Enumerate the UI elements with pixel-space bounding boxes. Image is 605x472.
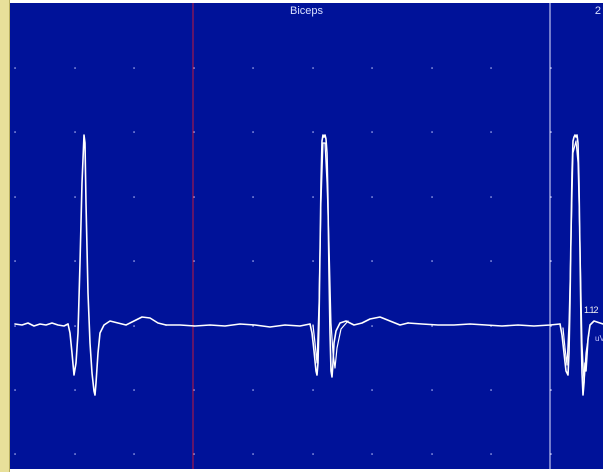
grid-dot bbox=[133, 67, 135, 69]
grid-dot bbox=[431, 325, 433, 327]
grid-dot bbox=[371, 260, 373, 262]
grid-dot bbox=[490, 453, 492, 455]
trace-title: Biceps bbox=[289, 5, 324, 17]
grid-dot bbox=[193, 260, 195, 262]
grid-dot bbox=[431, 196, 433, 198]
grid-dot bbox=[252, 325, 254, 327]
grid-dot bbox=[371, 131, 373, 133]
grid-dot bbox=[193, 389, 195, 391]
grid-dot bbox=[14, 67, 16, 69]
grid-dot bbox=[193, 453, 195, 455]
grid-dot bbox=[312, 131, 314, 133]
grid-dot bbox=[371, 325, 373, 327]
grid-dot bbox=[133, 131, 135, 133]
grid-dot bbox=[550, 260, 552, 262]
waveform-canvas bbox=[14, 3, 603, 469]
grid-dot bbox=[252, 196, 254, 198]
grid-dot bbox=[312, 196, 314, 198]
grid-dot bbox=[193, 196, 195, 198]
grid-dot bbox=[133, 453, 135, 455]
grid-dot bbox=[14, 196, 16, 198]
grid-dot bbox=[550, 453, 552, 455]
grid-dot bbox=[550, 131, 552, 133]
waveform-plot[interactable]: Biceps 2 1.12 uV bbox=[10, 3, 603, 469]
amplitude-unit: uV bbox=[595, 334, 603, 343]
grid-dot bbox=[490, 131, 492, 133]
trace-complex-3-overlay bbox=[562, 140, 590, 384]
grid-dot bbox=[74, 389, 76, 391]
grid-dot bbox=[133, 325, 135, 327]
grid-dot bbox=[371, 196, 373, 198]
grid-dot bbox=[312, 67, 314, 69]
grid-dot bbox=[74, 196, 76, 198]
grid-dot bbox=[312, 389, 314, 391]
grid-dot bbox=[550, 67, 552, 69]
grid-dot bbox=[252, 131, 254, 133]
grid-dot bbox=[431, 453, 433, 455]
grid-dot bbox=[371, 67, 373, 69]
grid-dot bbox=[550, 196, 552, 198]
grid-dot bbox=[490, 196, 492, 198]
grid-dot bbox=[193, 67, 195, 69]
grid-dot bbox=[371, 389, 373, 391]
grid-dot bbox=[14, 389, 16, 391]
grid-dot bbox=[371, 453, 373, 455]
grid-dot bbox=[550, 325, 552, 327]
grid-dot bbox=[74, 131, 76, 133]
trace-complex-1 bbox=[67, 134, 167, 396]
trace-complex-2 bbox=[309, 134, 409, 378]
trace-baseline-3 bbox=[407, 322, 561, 327]
grid-dot bbox=[550, 389, 552, 391]
trace-complex-3 bbox=[559, 134, 603, 396]
grid-dot bbox=[133, 260, 135, 262]
grid-dot bbox=[74, 67, 76, 69]
grid-dot bbox=[14, 453, 16, 455]
grid-dot bbox=[14, 325, 16, 327]
amplitude-readout: 1.12 bbox=[584, 305, 598, 315]
trace-complex-2-overlay bbox=[312, 142, 349, 369]
grid-dot bbox=[193, 131, 195, 133]
grid-dot bbox=[74, 325, 76, 327]
grid-dot bbox=[252, 260, 254, 262]
grid-dot bbox=[490, 260, 492, 262]
trace-baseline-1 bbox=[14, 322, 69, 327]
trace-baseline-2 bbox=[165, 323, 311, 328]
grid-dots bbox=[14, 67, 552, 455]
grid-dot bbox=[14, 260, 16, 262]
grid-dot bbox=[252, 389, 254, 391]
grid-dot bbox=[431, 389, 433, 391]
grid-dot bbox=[431, 131, 433, 133]
grid-dot bbox=[490, 389, 492, 391]
grid-dot bbox=[252, 453, 254, 455]
grid-dot bbox=[490, 67, 492, 69]
grid-dot bbox=[74, 260, 76, 262]
grid-dot bbox=[14, 131, 16, 133]
grid-dot bbox=[252, 67, 254, 69]
left-panel-strip bbox=[0, 0, 10, 472]
page-number: 2 bbox=[594, 5, 601, 17]
grid-dot bbox=[431, 260, 433, 262]
grid-dot bbox=[133, 389, 135, 391]
grid-dot bbox=[312, 453, 314, 455]
grid-dot bbox=[312, 260, 314, 262]
grid-dot bbox=[431, 67, 433, 69]
grid-dot bbox=[74, 453, 76, 455]
emg-trace bbox=[14, 134, 603, 396]
grid-dot bbox=[133, 196, 135, 198]
